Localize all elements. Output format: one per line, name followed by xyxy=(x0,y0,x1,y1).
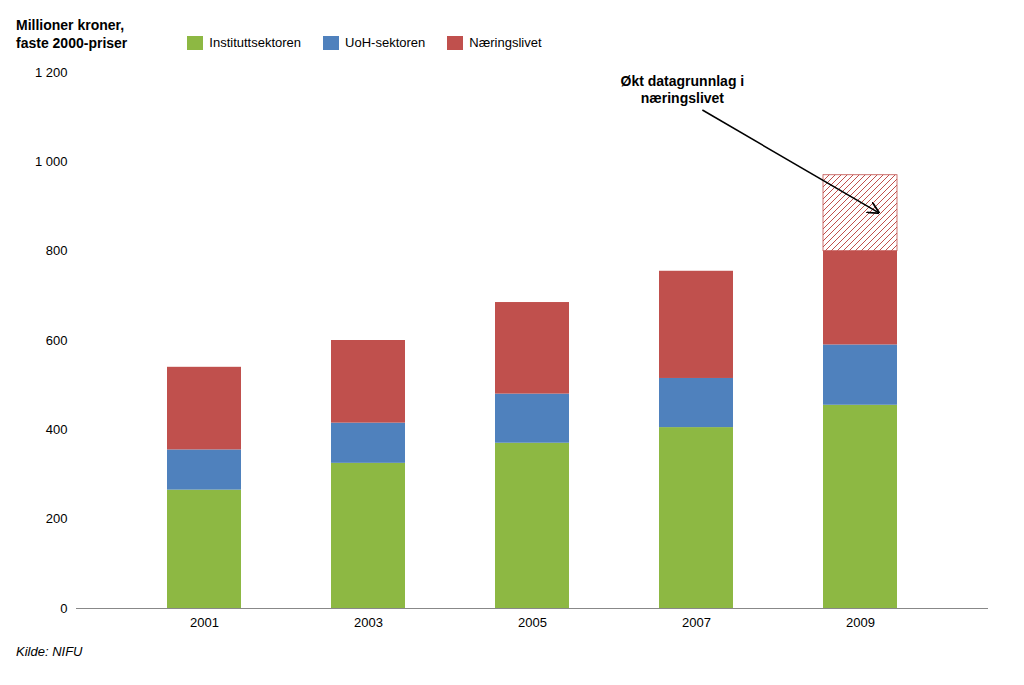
svg-text:2005: 2005 xyxy=(518,615,547,630)
html-text:Instituttsektoren: Instituttsektoren xyxy=(209,35,302,50)
svg-text:0: 0 xyxy=(60,601,67,616)
html-text:UoH-sektoren: UoH-sektoren xyxy=(345,35,426,50)
svg-text:2009: 2009 xyxy=(846,615,875,630)
svg-text:400: 400 xyxy=(46,422,68,437)
html-text:Millioner kroner, faste 2000-p: Millioner kroner, faste 2000-priser xyxy=(16,17,128,51)
html-text:Næringslivet: Næringslivet xyxy=(469,35,542,50)
svg-text:Økt datagrunnlag inæringslivet: Økt datagrunnlag inæringslivet xyxy=(621,73,745,106)
svg-text:600: 600 xyxy=(46,333,68,348)
svg-text:800: 800 xyxy=(46,243,68,258)
svg-text:200: 200 xyxy=(46,511,68,526)
svg-text:1 200: 1 200 xyxy=(35,65,68,80)
svg-text:2001: 2001 xyxy=(190,615,219,630)
svg-text:2003: 2003 xyxy=(354,615,383,630)
svg-text:2007: 2007 xyxy=(682,615,711,630)
svg-text:1 000: 1 000 xyxy=(35,154,68,169)
html-text:Kilde: NIFU: Kilde: NIFU xyxy=(16,644,83,659)
